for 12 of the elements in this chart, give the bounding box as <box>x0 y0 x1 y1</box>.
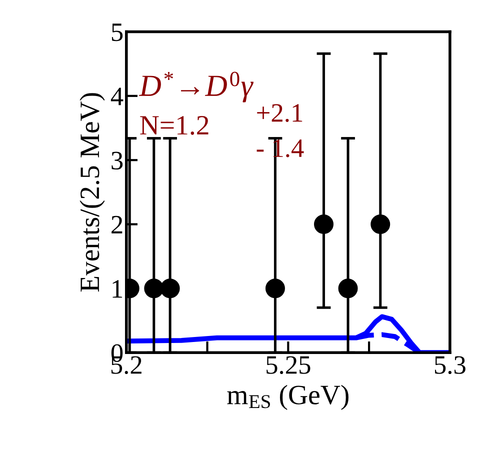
y-tick-label: 4 <box>110 88 124 106</box>
y-tick-label: 3 <box>112 152 123 170</box>
annotation: +2.1 <box>257 104 302 122</box>
x-tick-label: 5.25 <box>266 356 310 374</box>
annotation: N=1.2 <box>140 116 208 135</box>
y-tick-label: 1 <box>112 280 122 298</box>
x-axis-title: m$_{ES}$ (GeV) <box>227 384 348 410</box>
y-tick-label: 5 <box>112 24 123 42</box>
annotation: D$^{*}$→D$^{0}$γ <box>138 72 254 102</box>
y-axis-title: Events/(2.5 MeV) <box>80 93 105 292</box>
x-tick-label: 5.3 <box>434 356 466 374</box>
y-tick-label: 2 <box>112 216 122 234</box>
